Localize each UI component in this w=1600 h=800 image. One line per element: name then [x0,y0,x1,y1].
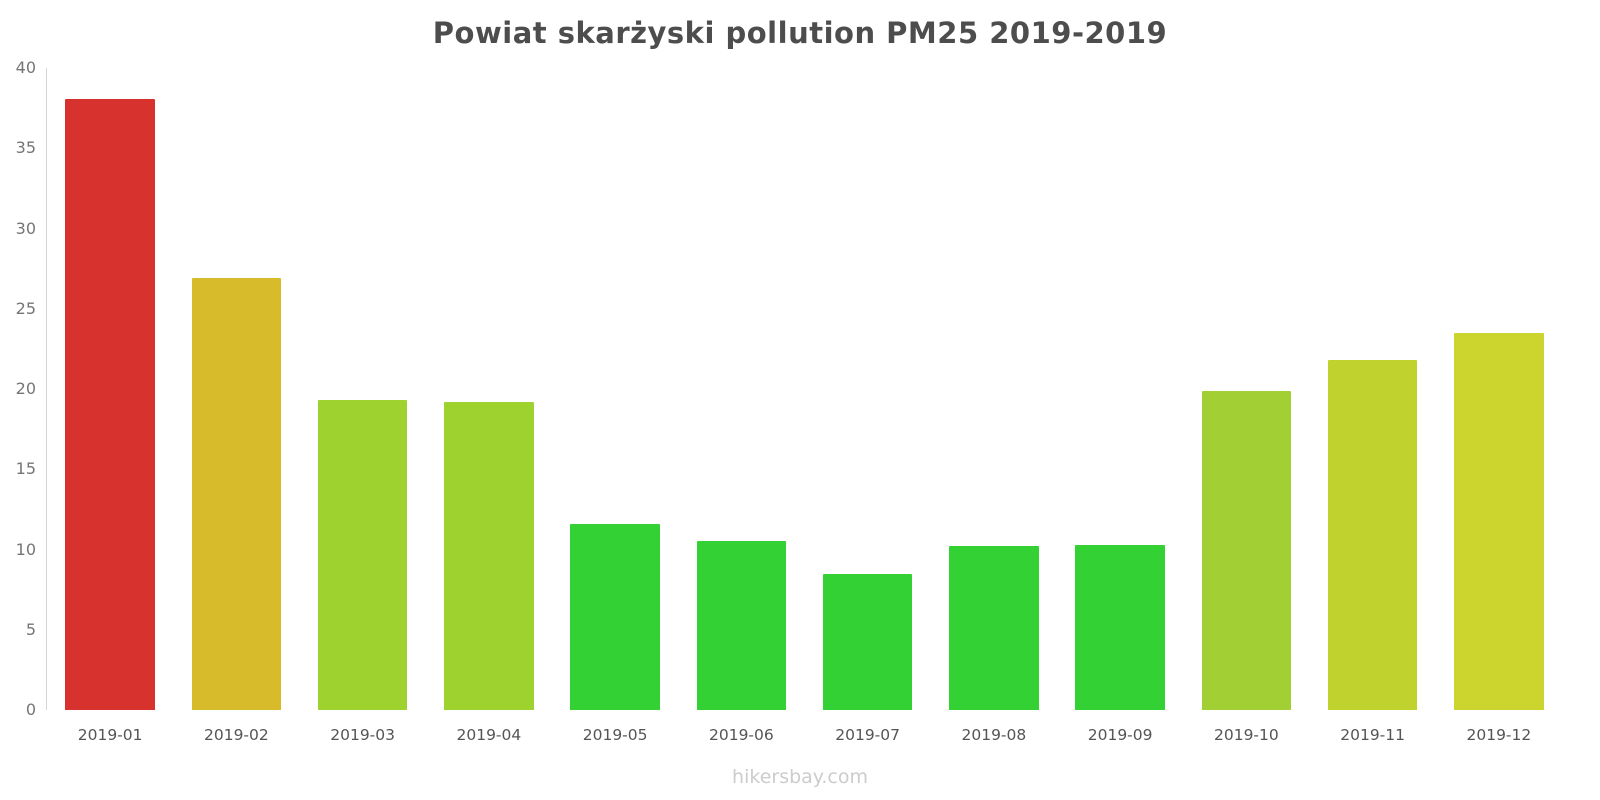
bar-2019-06 [696,541,787,710]
x-tick-label: 2019-12 [1466,726,1532,744]
bar-2019-09 [1075,544,1165,710]
bar-2019-12 [1454,332,1544,710]
bar-2019-05 [570,523,660,710]
y-tick-label: 40 [15,58,36,77]
y-tick-label: 10 [15,539,36,559]
bar-2019-10 [1201,390,1292,710]
x-tick-label: 2019-01 [77,726,143,744]
x-tick-label: 2019-09 [1087,726,1153,744]
x-tick-label: 2019-06 [708,726,774,744]
x-tick-label: 2019-10 [1213,726,1279,744]
bar-slot: 2019-08 [931,68,1057,744]
bar-slot: 2019-05 [552,68,678,744]
plot-area: 2019-01 2019-02 2019-03 2019-04 2019-05 2019-… [46,68,1562,744]
bar-slot: 2019-09 [1057,68,1183,744]
bar-2019-01 [65,98,155,710]
bar-slot: 2019-12 [1436,68,1562,744]
y-tick-label: 25 [15,298,36,318]
bar-slot: 2019-03 [300,68,426,744]
x-tick-label: 2019-02 [203,726,269,744]
bar-slot: 2019-02 [173,68,299,744]
x-tick-label: 2019-03 [330,726,395,744]
bar-slot: 2019-11 [1310,68,1436,744]
bar-slot: 2019-04 [426,68,552,744]
y-tick-label: 15 [15,459,36,479]
x-tick-label: 2019-07 [835,726,900,744]
watermark-hikersbay: hikersbay.com [732,766,868,788]
x-tick-label: 2019-04 [456,726,522,744]
y-axis: 0 5 10 15 20 25 30 35 40 [0,60,40,718]
bar-2019-04 [444,401,534,710]
bar-2019-03 [317,400,408,710]
y-tick-label: 20 [15,379,36,398]
bar-2019-02 [191,278,282,710]
x-tick-label: 2019-11 [1340,726,1405,744]
chart-title: Powiat skarżyski pollution PM25 2019-201… [432,16,1168,50]
bar-slot: 2019-06 [678,68,804,744]
y-tick-label: 5 [25,619,36,639]
bar-slot: 2019-01 [47,68,173,744]
x-tick-label: 2019-05 [582,726,648,744]
bar-2019-11 [1327,360,1418,710]
x-tick-label: 2019-08 [961,726,1027,744]
bar-2019-08 [949,546,1039,710]
bar-slot: 2019-07 [805,68,931,744]
bar-slot: 2019-10 [1183,68,1309,744]
bar-2019-07 [822,573,913,710]
y-tick-label: 35 [15,138,36,158]
y-tick-label: 30 [15,218,36,238]
y-tick-label: 0 [25,700,36,719]
